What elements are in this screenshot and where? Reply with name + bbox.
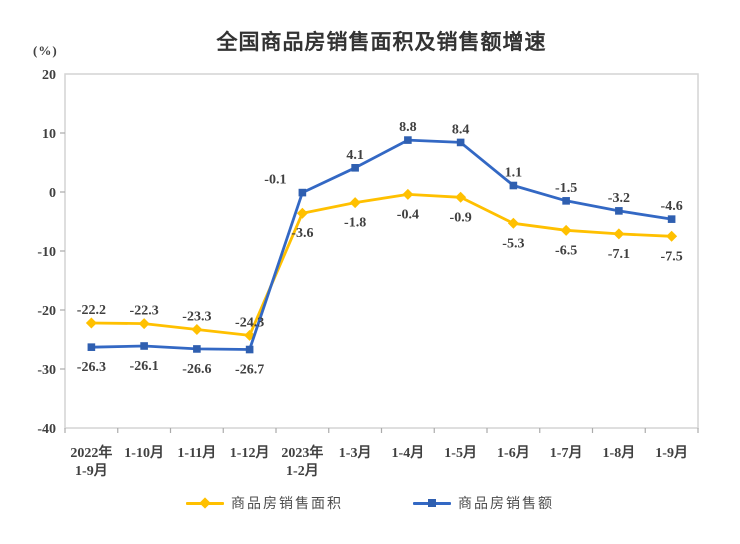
y-axis-unit-label: (%) bbox=[33, 43, 58, 58]
legend-item-sales-value: 商品房销售额 bbox=[413, 493, 554, 513]
data-point-label: 4.1 bbox=[346, 148, 364, 163]
data-point-marker bbox=[404, 136, 412, 144]
data-point-label: -7.1 bbox=[608, 247, 630, 262]
chart-title: 全国商品房销售面积及销售额增速 bbox=[216, 31, 547, 54]
data-point-marker bbox=[140, 342, 148, 350]
y-axis-tick-label: -20 bbox=[37, 304, 56, 319]
data-point-label: -3.2 bbox=[608, 191, 630, 206]
data-point-marker bbox=[667, 215, 676, 223]
data-point-label: -3.6 bbox=[291, 226, 313, 241]
data-point-label: -24.3 bbox=[235, 315, 264, 330]
x-axis-category-label: 1-9月 bbox=[75, 463, 108, 479]
data-point-label: -6.5 bbox=[555, 243, 577, 258]
data-point-marker bbox=[509, 181, 518, 190]
data-point-marker bbox=[138, 318, 150, 330]
data-point-label: -1.8 bbox=[344, 216, 366, 231]
legend-marker-area-icon bbox=[186, 497, 224, 509]
data-point-label: -26.6 bbox=[182, 362, 211, 377]
data-point-marker bbox=[193, 345, 201, 353]
data-point-marker bbox=[560, 224, 572, 236]
y-axis-tick-label: -40 bbox=[37, 422, 56, 437]
x-axis-category-label: 1-12月 bbox=[230, 445, 270, 461]
data-point-marker bbox=[85, 317, 97, 329]
x-axis-category-label: 1-10月 bbox=[124, 445, 164, 461]
data-point-marker bbox=[296, 207, 308, 219]
legend-item-sales-area: 商品房销售面积 bbox=[186, 493, 343, 513]
data-point-marker bbox=[87, 343, 96, 351]
legend: 商品房销售面积 商品房销售额 bbox=[0, 493, 740, 513]
data-point-label: -22.3 bbox=[130, 304, 159, 319]
y-axis-tick-label: 0 bbox=[49, 186, 56, 201]
data-point-marker bbox=[455, 191, 467, 203]
legend-marker-value-icon bbox=[413, 498, 451, 508]
x-axis-category-label: 1-11月 bbox=[177, 445, 216, 461]
data-point-label: -7.5 bbox=[661, 249, 683, 264]
data-point-marker bbox=[613, 228, 625, 240]
data-point-marker bbox=[351, 164, 359, 172]
data-point-label: -26.3 bbox=[77, 360, 106, 375]
data-point-marker bbox=[615, 207, 623, 215]
x-axis-category-label: 1-2月 bbox=[286, 463, 319, 479]
data-point-label: -0.4 bbox=[397, 207, 419, 222]
data-point-marker bbox=[298, 188, 307, 197]
legend-label-sales-area: 商品房销售面积 bbox=[231, 495, 343, 511]
data-point-marker bbox=[507, 217, 519, 229]
data-point-label: -26.1 bbox=[130, 359, 159, 374]
data-point-marker bbox=[402, 188, 414, 200]
data-point-marker bbox=[666, 230, 678, 242]
plot-area: 20 10 0 -10 -20 -30 -40 2022年 1-9月 1-10月 1-11月 1-12… bbox=[37, 68, 699, 479]
data-point-label: -0.1 bbox=[264, 173, 286, 188]
data-point-marker bbox=[245, 345, 254, 354]
x-axis-category-label: 1-7月 bbox=[550, 445, 583, 461]
data-point-label: -4.6 bbox=[661, 199, 683, 214]
y-axis-tick-label: 10 bbox=[42, 127, 56, 142]
x-axis-category-label: 2023年 bbox=[281, 444, 323, 461]
data-point-label: -1.5 bbox=[555, 181, 577, 196]
x-axis-category-label: 1-3月 bbox=[339, 445, 372, 461]
data-point-label: -0.9 bbox=[450, 210, 472, 225]
x-axis-category-label: 1-9月 bbox=[655, 445, 688, 461]
data-point-marker bbox=[562, 197, 570, 205]
x-axis-category-label: 1-5月 bbox=[444, 445, 477, 461]
data-point-label: 1.1 bbox=[505, 166, 523, 181]
y-axis-tick-label: -30 bbox=[37, 363, 56, 378]
data-point-label: -5.3 bbox=[502, 236, 524, 251]
data-point-label: -26.7 bbox=[235, 363, 264, 378]
x-axis-category-label: 1-8月 bbox=[603, 445, 636, 461]
series-line-0 bbox=[90, 192, 673, 337]
data-point-marker bbox=[349, 197, 361, 209]
data-point-marker bbox=[456, 138, 465, 147]
plot-border bbox=[64, 73, 699, 429]
y-axis-tick-label: 20 bbox=[42, 68, 56, 83]
data-point-label: -23.3 bbox=[182, 309, 211, 324]
series-line-1 bbox=[90, 138, 673, 351]
x-axis-category-label: 2022年 bbox=[70, 444, 112, 461]
data-point-label: 8.8 bbox=[399, 120, 417, 135]
x-axis-category-label: 1-6月 bbox=[497, 445, 530, 461]
legend-label-sales-value: 商品房销售额 bbox=[458, 495, 554, 511]
data-point-label: -22.2 bbox=[77, 303, 106, 318]
x-axis-category-label: 1-4月 bbox=[392, 445, 425, 461]
data-point-marker bbox=[191, 323, 203, 335]
data-point-label: 8.4 bbox=[452, 122, 470, 137]
y-axis-tick-label: -10 bbox=[37, 245, 56, 260]
